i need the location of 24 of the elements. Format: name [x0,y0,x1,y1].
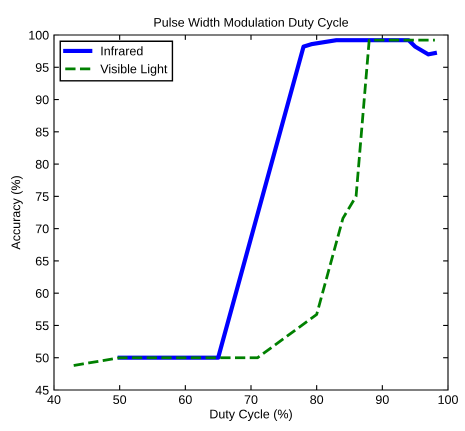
x-tick-label: 70 [244,395,258,404]
y-tick-label: 55 [36,321,49,330]
x-tick-label: 60 [179,395,192,404]
y-tick-label: 90 [36,95,49,104]
x-tick-label: 40 [47,395,60,404]
y-tick-label: 75 [36,192,49,202]
y-tick-label: 95 [36,63,49,72]
y-tick-label: 65 [36,256,49,266]
y-tick-label: 60 [36,288,49,298]
legend-label: Infrared [101,46,143,56]
y-tick-label: 80 [36,160,49,169]
y-axis-title: Accuracy (%) [11,176,23,250]
x-tick-label: 100 [438,395,458,404]
chart-title: Pulse Width Modulation Duty Cycle [154,18,348,30]
legend-label: Visible Light [100,64,168,76]
y-tick-label: 70 [36,224,49,234]
y-tick-label: 50 [36,354,49,362]
x-tick-label: 80 [310,395,324,404]
y-tick-label: 45 [36,386,49,395]
x-axis-title: Duty Cycle (%) [210,409,292,421]
y-tick-label: 100 [29,30,49,40]
x-tick-label: 50 [113,395,126,404]
y-tick-label: 85 [36,128,49,136]
x-tick-label: 90 [376,395,389,404]
